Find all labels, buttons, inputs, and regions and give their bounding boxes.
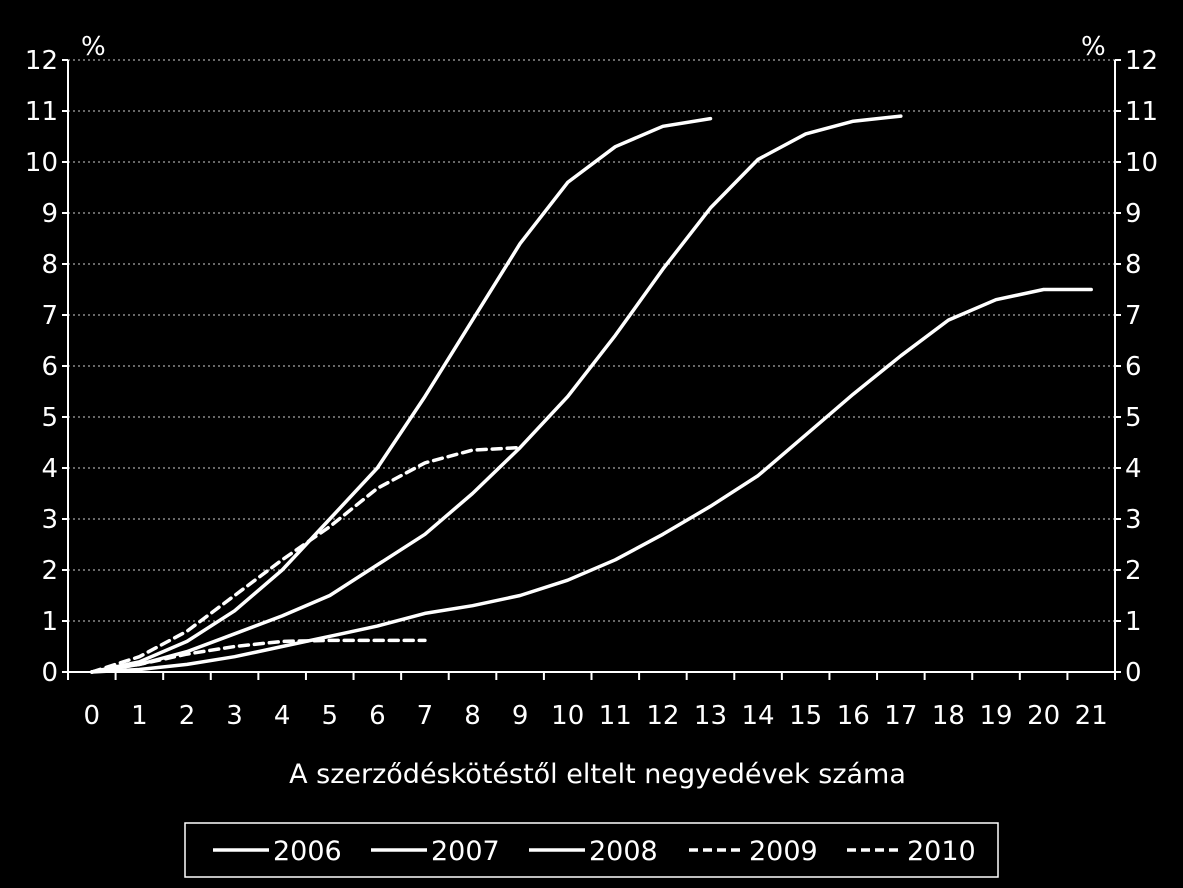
x-tick-label: 10 xyxy=(551,701,584,731)
x-tick-label: 6 xyxy=(369,701,386,731)
y-tick-label-left: 5 xyxy=(41,403,58,433)
y-tick-label-left: 4 xyxy=(41,454,58,484)
series-line-2009 xyxy=(90,445,522,674)
gridlines xyxy=(68,59,1115,622)
legend-box xyxy=(184,822,999,878)
legend-label-2010: 2010 xyxy=(907,836,976,867)
y-tick-label-left: 7 xyxy=(41,301,58,331)
y-tick-label-right: 6 xyxy=(1125,352,1142,382)
x-tick-label: 0 xyxy=(84,701,101,731)
legend-label-2008: 2008 xyxy=(589,836,658,867)
y-tick-label-left: 10 xyxy=(25,148,58,178)
y-tick-label-right: 2 xyxy=(1125,556,1142,586)
y-tick-label-left: 2 xyxy=(41,556,58,586)
x-tick-label: 1 xyxy=(131,701,148,731)
x-tick-label: 11 xyxy=(599,701,632,731)
x-tick-label: 9 xyxy=(512,701,529,731)
x-axis-title: A szerződéskötéstől eltelt negyedévek sz… xyxy=(289,759,906,790)
series-lines xyxy=(90,114,1093,674)
y-tick-label-right: 0 xyxy=(1125,658,1142,688)
y-tick-label-left: 12 xyxy=(25,46,58,76)
x-tick-label: 15 xyxy=(789,701,822,731)
y-unit-right: % xyxy=(1081,32,1106,62)
x-tick-label: 8 xyxy=(464,701,481,731)
legend: 2006 2007 2008 2009 2010 xyxy=(184,822,999,878)
series-line-2006 xyxy=(90,116,713,674)
legend-label-2007: 2007 xyxy=(431,836,500,867)
x-tick-label: 14 xyxy=(742,701,775,731)
series-line-2008 xyxy=(90,287,1093,674)
series-line-2007 xyxy=(90,114,903,674)
x-tick-label: 5 xyxy=(321,701,338,731)
y-tick-label-right: 3 xyxy=(1125,505,1142,535)
x-tick-label: 3 xyxy=(226,701,243,731)
y-tick-label-left: 6 xyxy=(41,352,58,382)
x-tick-label: 13 xyxy=(694,701,727,731)
x-tick-label: 7 xyxy=(417,701,434,731)
y-tick-label-left: 9 xyxy=(41,199,58,229)
x-tick-label: 19 xyxy=(979,701,1012,731)
x-tick-label: 16 xyxy=(837,701,870,731)
y-tick-label-left: 0 xyxy=(41,658,58,688)
y-tick-label-left: 8 xyxy=(41,250,58,280)
x-tick-label: 2 xyxy=(179,701,196,731)
y-tick-label-right: 8 xyxy=(1125,250,1142,280)
x-tick-label: 12 xyxy=(646,701,679,731)
y-tick-label-right: 9 xyxy=(1125,199,1142,229)
y-tick-label-right: 12 xyxy=(1125,46,1158,76)
x-tick-label: 21 xyxy=(1075,701,1108,731)
legend-label-2006: 2006 xyxy=(273,836,342,867)
y-tick-label-right: 7 xyxy=(1125,301,1142,331)
y-tick-label-right: 4 xyxy=(1125,454,1142,484)
y-tick-label-right: 10 xyxy=(1125,148,1158,178)
x-tick-label: 18 xyxy=(932,701,965,731)
x-tick-label: 17 xyxy=(884,701,917,731)
x-tick-label: 20 xyxy=(1027,701,1060,731)
y-tick-label-left: 1 xyxy=(41,607,58,637)
y-tick-label-right: 11 xyxy=(1125,97,1158,127)
series-line-2010 xyxy=(90,638,427,674)
x-tick-label: 4 xyxy=(274,701,291,731)
y-tick-label-right: 1 xyxy=(1125,607,1142,637)
y-tick-label-left: 3 xyxy=(41,505,58,535)
y-tick-label-left: 11 xyxy=(25,97,58,127)
legend-label-2009: 2009 xyxy=(749,836,818,867)
y-unit-left: % xyxy=(81,32,106,62)
y-tick-label-right: 5 xyxy=(1125,403,1142,433)
